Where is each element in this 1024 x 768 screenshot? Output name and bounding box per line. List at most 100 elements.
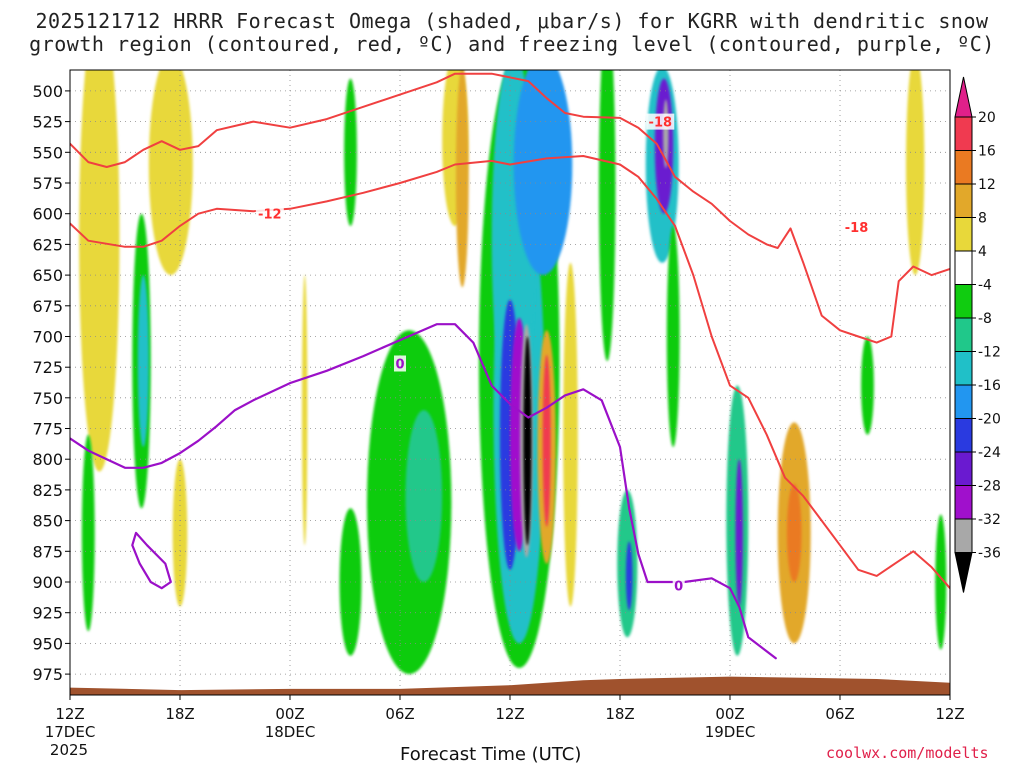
colorbar-bin-0 [954,116,973,151]
dgz-minus18-contour [70,72,950,344]
x-tick-label-7: 06Z [825,705,854,723]
colorbar-top-arrow [954,76,973,118]
omega-feature-4 [137,275,149,447]
contour-label-bg-4 [672,577,685,594]
colorbar-bottom-arrow [954,552,973,593]
terrain [70,676,950,695]
y-tick-label-775: 775 [32,420,63,439]
omega-feature-9 [405,410,443,583]
y-tick-label-675: 675 [32,297,63,316]
colorbar-bin-10 [954,451,973,486]
omega-feature-16 [513,70,573,275]
grid-lines [70,70,950,695]
omega-feature-20 [523,336,532,546]
chart-title-line2: growth region (contoured, red, ºC) and f… [29,32,995,56]
x-tick-date-2: 18DEC [265,723,316,741]
omega-feature-23 [563,262,578,607]
colorbar-bin-5 [954,284,973,319]
credit-link[interactable]: coolwx.com/modelts [826,744,989,762]
contour-label-bg-2 [842,219,871,236]
y-tick-label-525: 525 [32,113,63,132]
y-tick-label-900: 900 [32,573,63,592]
omega-feature-32 [735,459,743,607]
colorbar-bin-4 [954,250,973,285]
x-axis-label: Forecast Time (UTC) [400,744,582,765]
x-tick-label-1: 18Z [165,705,194,723]
x-tick-label-6: 00Z [715,705,744,723]
contour-label-bg-0 [255,205,284,222]
x-tick-label-4: 12Z [495,705,524,723]
contour-label-0: -12 [258,208,282,223]
plot-area [70,70,950,695]
omega-feature-30 [666,226,680,447]
contour-label-2: -18 [845,221,869,236]
contour-labels: -12 -18 -18 0 0 [255,113,871,595]
y-tick-label-950: 950 [32,634,63,653]
contour-label-bg-3 [394,355,406,372]
y-tick-label-975: 975 [32,665,63,684]
x-tick-year-0: 2025 [50,741,88,759]
colorbar-tick-1: 16 [978,144,996,160]
dgz-minus12-contour [70,155,950,590]
contour-label-3: 0 [395,358,404,373]
omega-feature-36 [906,70,925,275]
colorbar-tick-4: 4 [978,244,987,260]
colorbar-tick-3: 8 [978,211,987,227]
y-tick-label-575: 575 [32,174,63,193]
freezing-level-loop [131,531,172,590]
y-tick-label-750: 750 [32,389,63,408]
colorbar-bin-1 [954,150,973,185]
omega-feature-12 [455,70,469,288]
colorbar-bin-7 [954,351,973,386]
omega-feature-22 [542,354,551,527]
y-tick-label-500: 500 [32,82,63,101]
colorbar-bin-2 [954,183,973,218]
omega-feature-6 [172,459,188,607]
y-tick-label-850: 850 [32,512,63,531]
colorbar-bin-3 [954,217,973,252]
colorbar: 20 16 12 8 4 -4 -8 -12 -16 -20 -24 -28 -32 -36 [954,76,1001,593]
contour-lines [70,72,950,660]
y-tick-label-825: 825 [32,481,63,500]
contour-label-bg-1 [646,113,675,130]
freezing-level-contour [70,323,777,660]
colorbar-tick-8: -16 [978,378,1001,394]
colorbar-tick-13: -36 [978,546,1001,562]
x-tick-label-8: 12Z [935,705,964,723]
terrain-fill [70,676,950,695]
x-tick-label-3: 06Z [385,705,414,723]
colorbar-tick-10: -24 [978,445,1001,461]
x-tick-label-0: 12Z [55,705,84,723]
x-tick-date-6: 19DEC [705,723,756,741]
omega-feature-26 [625,541,633,611]
colorbar-bin-9 [954,418,973,453]
y-tick-label-625: 625 [32,235,63,254]
x-tick-date-0: 17DEC [45,723,96,741]
colorbar-bin-8 [954,384,973,419]
y-tick-label-725: 725 [32,358,63,377]
colorbar-tick-11: -28 [978,479,1001,495]
y-tick-label-875: 875 [32,542,63,561]
colorbar-bin-11 [954,485,973,520]
omega-feature-5 [81,434,95,632]
omega-feature-1 [79,70,120,472]
contour-label-1: -18 [649,116,673,131]
omega-feature-24 [598,70,616,361]
x-tick-label-2: 00Z [275,705,304,723]
colorbar-tick-2: 12 [978,177,996,193]
y-tick-label-550: 550 [32,143,63,162]
y-tick-label-700: 700 [32,328,63,347]
contour-label-4: 0 [674,580,683,595]
colorbar-tick-5: -4 [978,278,992,294]
colorbar-tick-0: 20 [978,110,996,126]
colorbar-tick-6: -8 [978,311,992,327]
omega-feature-35 [861,336,874,435]
colorbar-bin-12 [954,518,973,553]
colorbar-tick-12: -32 [978,512,1001,528]
colorbar-tick-9: -20 [978,412,1001,428]
chart-title-line1: 2025121712 HRRR Forecast Omega (shaded, … [35,9,989,33]
colorbar-tick-7: -12 [978,345,1001,361]
y-axis: 500 525 550 575 600 625 650 675 700 725 750 775 800 8… [32,82,70,684]
